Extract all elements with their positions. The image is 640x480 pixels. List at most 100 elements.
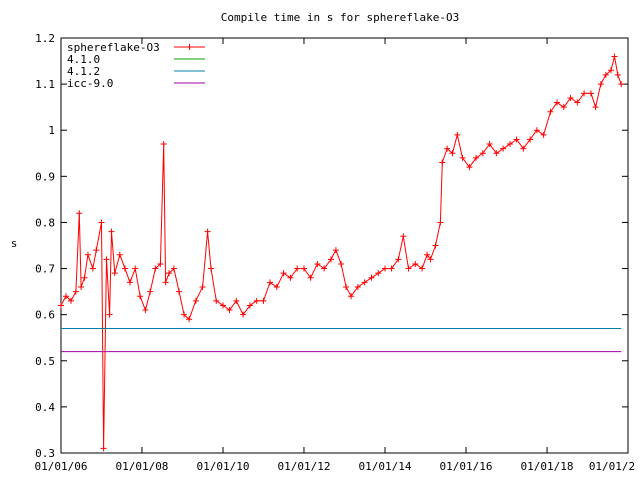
data-point	[58, 302, 64, 309]
data-point	[444, 145, 451, 152]
data-point	[581, 90, 588, 97]
data-point	[103, 256, 110, 263]
data-point	[166, 270, 173, 277]
data-point	[240, 311, 247, 318]
data-point	[121, 265, 128, 272]
data-point	[226, 307, 233, 314]
data-point	[328, 256, 335, 263]
data-point	[432, 242, 439, 249]
data-point	[466, 164, 473, 171]
data-point	[513, 136, 520, 143]
data-point	[273, 284, 280, 290]
data-point	[587, 90, 594, 97]
data-point	[382, 265, 389, 272]
data-point	[567, 94, 574, 101]
data-point	[437, 219, 444, 226]
data-point	[72, 288, 79, 295]
data-point	[132, 265, 139, 272]
data-point	[321, 265, 328, 272]
data-point	[137, 293, 144, 300]
data-point	[314, 260, 321, 267]
data-point	[361, 279, 368, 286]
data-point	[76, 210, 83, 217]
y-tick-label: 0.7	[35, 263, 55, 276]
data-point	[170, 265, 177, 272]
data-point	[199, 284, 206, 290]
data-point	[479, 150, 486, 157]
data-point	[368, 274, 375, 281]
data-point	[176, 288, 183, 295]
legend-label: 4.1.2	[67, 65, 100, 78]
y-tick-label: 0.6	[35, 309, 55, 322]
data-point	[62, 293, 69, 300]
data-point	[500, 145, 507, 152]
legend-label: icc-9.0	[67, 77, 113, 90]
x-axis-ticks: 01/01/06 01/01/08 01/01/10 01/01/12 01/01/14…	[35, 38, 635, 473]
data-point	[213, 297, 220, 304]
data-point	[294, 265, 301, 272]
data-point	[111, 270, 118, 277]
x-tick-label: 01/01/18	[521, 460, 574, 473]
x-tick-label: 01/01/06	[35, 460, 88, 473]
series-layer	[58, 53, 625, 452]
data-point	[280, 270, 287, 277]
data-point	[267, 279, 274, 286]
data-point	[343, 284, 350, 290]
data-point	[560, 104, 567, 111]
data-point	[412, 260, 419, 267]
data-point	[375, 270, 382, 277]
data-point	[157, 260, 164, 267]
x-tick-label: 01/01/08	[115, 460, 168, 473]
data-point	[507, 141, 514, 148]
x-tick-label: 01/01/2	[589, 460, 635, 473]
data-point	[473, 154, 480, 161]
data-point	[108, 228, 115, 235]
data-point	[233, 297, 240, 304]
data-point	[287, 274, 294, 281]
data-point	[405, 265, 412, 272]
y-tick-label: 0.9	[35, 170, 55, 183]
data-point	[147, 288, 154, 295]
data-point	[547, 108, 554, 115]
data-point	[78, 284, 85, 290]
data-point	[126, 279, 133, 286]
data-point	[93, 247, 100, 254]
data-point	[246, 302, 253, 309]
y-tick-label: 0.3	[35, 447, 55, 460]
data-point	[614, 71, 621, 78]
data-point	[454, 131, 461, 138]
y-tick-label: 0.4	[35, 401, 55, 414]
data-point	[459, 154, 466, 161]
chart-title: Compile time in s for sphereflake-O3	[221, 11, 459, 24]
data-point	[592, 104, 599, 111]
data-point	[253, 297, 260, 304]
data-point	[527, 136, 534, 143]
data-point	[424, 251, 431, 258]
data-point	[220, 302, 227, 309]
data-point	[354, 284, 361, 290]
data-point	[611, 53, 618, 60]
data-point	[260, 297, 267, 304]
data-point	[608, 67, 615, 74]
data-point	[186, 316, 193, 323]
data-point	[98, 219, 105, 226]
y-tick-label: 0.8	[35, 216, 55, 229]
data-point	[574, 99, 581, 106]
data-point	[192, 297, 199, 304]
data-point	[181, 311, 188, 318]
data-point	[307, 274, 314, 281]
data-point	[602, 71, 609, 78]
x-tick-label: 01/01/16	[439, 460, 492, 473]
data-point	[100, 445, 107, 452]
data-point	[332, 247, 339, 254]
data-point	[106, 311, 113, 318]
plot-frame	[60, 37, 629, 454]
legend-marker	[186, 44, 193, 50]
data-point	[427, 256, 434, 263]
data-point	[300, 265, 307, 272]
data-point	[439, 159, 446, 166]
legend-label: 4.1.0	[67, 53, 100, 66]
data-point	[116, 251, 123, 258]
